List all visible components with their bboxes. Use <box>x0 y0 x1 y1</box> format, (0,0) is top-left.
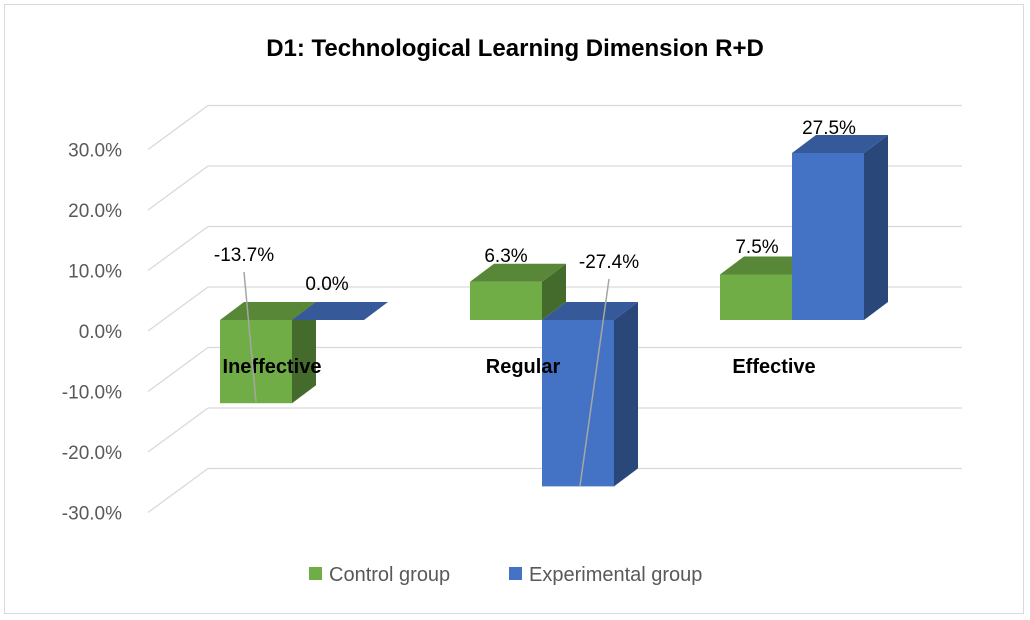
legend-label: Control group <box>329 564 450 586</box>
category-labels: Ineffective Regular Effective <box>223 356 816 378</box>
y-tick-label: 30.0% <box>68 141 122 162</box>
gridline-depth <box>147 346 209 393</box>
gridline-depth <box>147 104 209 151</box>
chart-title: D1: Technological Learning Dimension R+D <box>266 35 764 62</box>
y-axis-ticks: 30.0% 20.0% 10.0% 0.0% -10.0% -20.0% -30.0% <box>62 141 122 525</box>
legend-label: Experimental group <box>529 564 702 586</box>
data-label: -27.4% <box>579 252 639 273</box>
y-tick-label: -30.0% <box>62 504 122 525</box>
data-label: -13.7% <box>214 245 274 266</box>
bar-effective-experimental <box>792 135 888 320</box>
data-label-leader-line <box>243 271 257 403</box>
legend-swatch <box>309 567 322 580</box>
bars <box>220 135 888 487</box>
gridline-depth <box>147 286 209 332</box>
bar-regular-control <box>470 263 566 320</box>
data-label: 0.0% <box>305 274 348 295</box>
category-label: Effective <box>732 356 815 378</box>
data-labels: -13.7% 0.0% 6.3% -27.4% 7.5% 27.5% <box>214 118 856 487</box>
category-label: Regular <box>486 356 561 378</box>
gridline-depth <box>147 467 209 514</box>
bar-ineffective-experimental <box>292 302 388 320</box>
gridline-depth <box>147 225 209 272</box>
legend: Control group Experimental group <box>309 564 702 586</box>
gridline-depth <box>147 407 209 453</box>
y-tick-label: 20.0% <box>68 201 122 222</box>
bar-ineffective-control <box>220 302 316 404</box>
category-label: Ineffective <box>223 356 322 378</box>
data-label: 7.5% <box>735 237 778 258</box>
data-label: 6.3% <box>484 246 527 267</box>
y-tick-label: 10.0% <box>68 262 122 283</box>
y-tick-label: -20.0% <box>62 443 122 464</box>
y-tick-label: 0.0% <box>79 322 122 343</box>
data-label-leader-line <box>579 278 610 487</box>
y-tick-label: -10.0% <box>62 383 122 404</box>
legend-swatch <box>509 567 522 580</box>
bar-regular-experimental <box>542 302 638 487</box>
data-label: 27.5% <box>802 118 856 139</box>
gridline-depth <box>147 165 209 211</box>
